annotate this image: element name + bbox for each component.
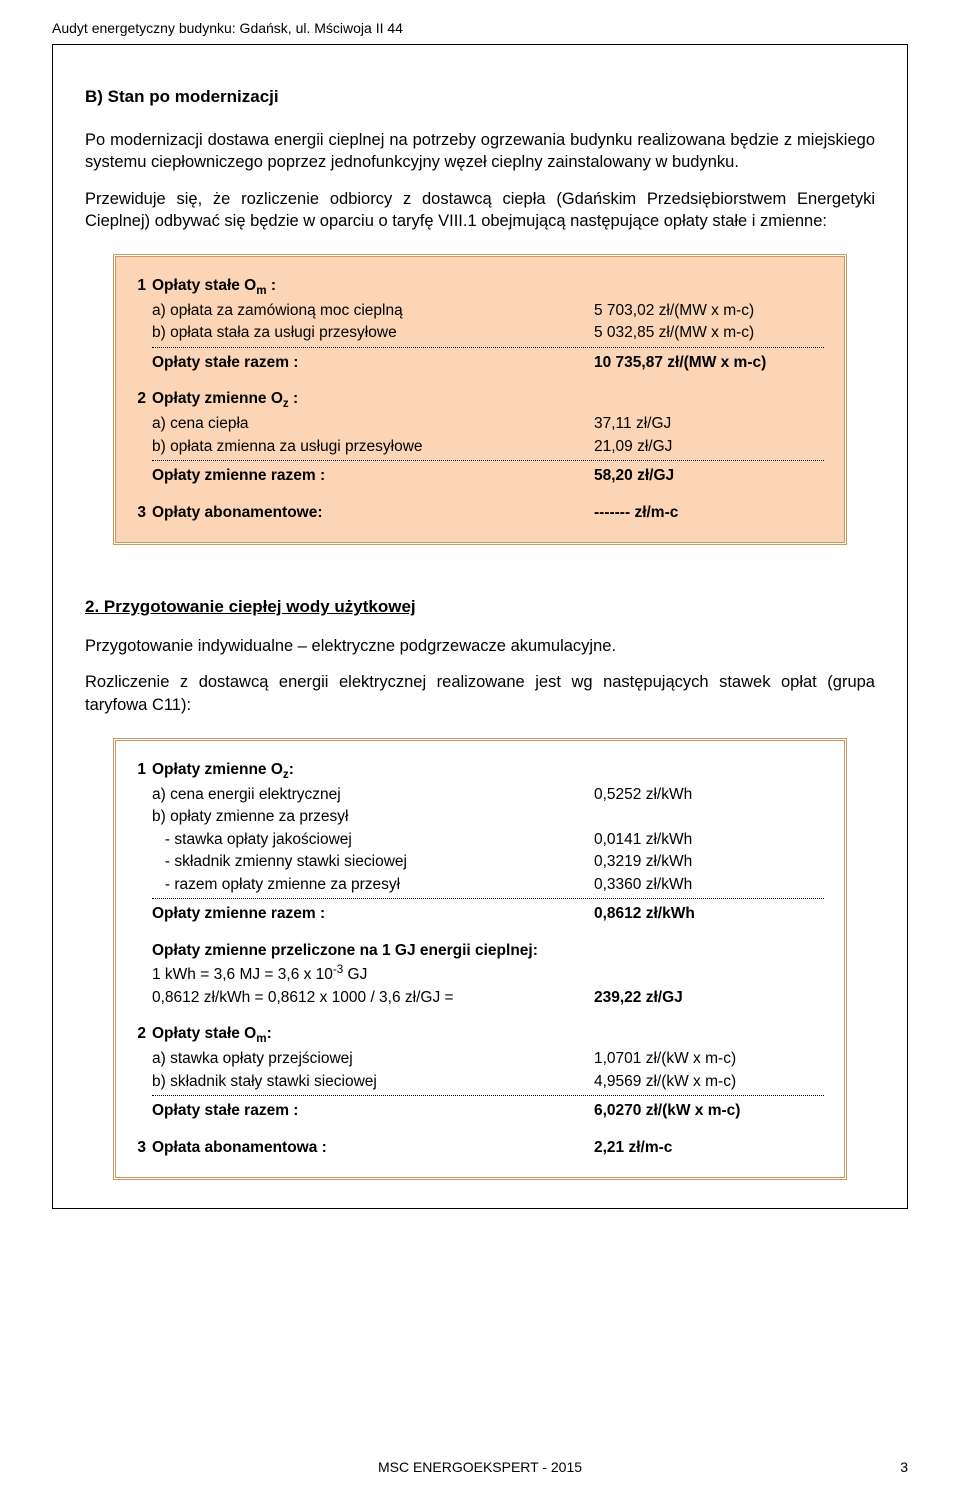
fee-group-3: 3 Opłaty abonamentowe: ------- zł/m-c: [124, 502, 824, 524]
title-text: Opłaty zmienne O: [152, 390, 283, 407]
divider: [152, 460, 824, 461]
fee-value: 5 703,02 zł/(MW x m-c): [594, 300, 824, 322]
tariff-box-heating: 1 Opłaty stałe Om : a) opłata za zamówio…: [113, 254, 847, 545]
fee-group-2: 2 Opłaty zmienne Oz : a) cena ciepła 37,…: [124, 388, 824, 487]
title-text: Opłaty zmienne O: [152, 761, 283, 778]
fee-label: a) opłata za zamówioną moc cieplną: [152, 300, 594, 322]
fee-sublabel: - stawka opłaty jakościowej: [152, 829, 594, 851]
fee-sublabel: - razem opłaty zmienne za przesył: [152, 874, 594, 896]
group-number: 2: [124, 388, 152, 487]
fee-sublabel: - składnik zmienny stawki sieciowej: [152, 851, 594, 873]
section-2-paragraph-1: Przygotowanie indywidualne – elektryczne…: [85, 635, 875, 657]
page-number: 3: [900, 1459, 908, 1475]
page-header: Audyt energetyczny budynku: Gdańsk, ul. …: [52, 20, 908, 36]
fee-value: 0,0141 zł/kWh: [594, 829, 824, 851]
fee-label: Opłaty abonamentowe:: [152, 502, 594, 524]
conversion-result: 239,22 zł/GJ: [594, 987, 824, 1009]
tariff-box-electric: 1 Opłaty zmienne Oz: a) cena energii ele…: [113, 738, 847, 1180]
group-number: 2: [124, 1023, 152, 1122]
fee-group-1: 1 Opłaty stałe Om : a) opłata za zamówio…: [124, 275, 824, 374]
fee-value: 0,3360 zł/kWh: [594, 874, 824, 896]
sum-label: Opłaty zmienne razem :: [152, 903, 594, 925]
section-2-title: 2. Przygotowanie ciepłej wody użytkowej: [85, 597, 875, 617]
divider: [152, 347, 824, 348]
document-page: Audyt energetyczny budynku: Gdańsk, ul. …: [0, 0, 960, 1489]
fee-label: a) cena ciepła: [152, 413, 594, 435]
fee-value: 2,21 zł/m-c: [594, 1137, 824, 1159]
group-title: Opłaty zmienne Oz:: [152, 759, 824, 784]
sum-label: Opłaty stałe razem :: [152, 352, 594, 374]
group-title: Opłaty stałe Om:: [152, 1023, 824, 1048]
title-suffix: :: [267, 277, 276, 294]
fee-label: b) opłata zmienna za usługi przesyłowe: [152, 436, 594, 458]
section-b-paragraph-1: Po modernizacji dostawa energii cieplnej…: [85, 129, 875, 174]
group-title: Opłaty zmienne Oz :: [152, 388, 824, 413]
group-number: 3: [124, 502, 152, 524]
fee-label: b) opłata stała za usługi przesyłowe: [152, 322, 594, 344]
fee-label: a) stawka opłaty przejściowej: [152, 1048, 594, 1070]
fee-label: b) opłaty zmienne za przesył: [152, 806, 594, 828]
fee-label: a) cena energii elektrycznej: [152, 784, 594, 806]
conversion-line: 1 kWh = 3,6 MJ = 3,6 x 10-3 GJ: [152, 962, 824, 987]
fee-value: 0,3219 zł/kWh: [594, 851, 824, 873]
content-frame: B) Stan po modernizacji Po modernizacji …: [52, 44, 908, 1209]
fee-value: 0,5252 zł/kWh: [594, 784, 824, 806]
fee-group-3: 3 Opłata abonamentowa : 2,21 zł/m-c: [124, 1137, 824, 1159]
footer-center: MSC ENERGOEKSPERT - 2015: [378, 1459, 582, 1475]
section-b-paragraph-2: Przewiduje się, że rozliczenie odbiorcy …: [85, 188, 875, 233]
fee-group-2: 2 Opłaty stałe Om: a) stawka opłaty prze…: [124, 1023, 824, 1122]
fee-value: 21,09 zł/GJ: [594, 436, 824, 458]
title-suffix: :: [267, 1025, 272, 1042]
conversion-unit: GJ: [343, 966, 367, 983]
fee-value: 37,11 zł/GJ: [594, 413, 824, 435]
group-number: 1: [124, 759, 152, 1009]
conversion-exponent: -3: [333, 963, 343, 976]
divider: [152, 898, 824, 899]
title-text: Opłaty stałe O: [152, 277, 256, 294]
conversion-text: 1 kWh = 3,6 MJ = 3,6 x 10: [152, 966, 333, 983]
group-number: 1: [124, 275, 152, 374]
sum-value: 10 735,87 zł/(MW x m-c): [594, 352, 824, 374]
title-text: Opłaty stałe O: [152, 1025, 256, 1042]
group-number: 3: [124, 1137, 152, 1159]
title-suffix: :: [289, 390, 298, 407]
fee-label: Opłata abonamentowa :: [152, 1137, 594, 1159]
fee-value: ------- zł/m-c: [594, 502, 824, 524]
title-subscript: m: [256, 1032, 266, 1045]
fee-value: 4,9569 zł/(kW x m-c): [594, 1071, 824, 1093]
title-subscript: m: [256, 284, 266, 297]
conversion-formula: 0,8612 zł/kWh = 0,8612 x 1000 / 3,6 zł/G…: [152, 987, 594, 1009]
group-title: Opłaty stałe Om :: [152, 275, 824, 300]
divider: [152, 1095, 824, 1096]
fee-group-1: 1 Opłaty zmienne Oz: a) cena energii ele…: [124, 759, 824, 1009]
sum-label: Opłaty stałe razem :: [152, 1100, 594, 1122]
page-footer: MSC ENERGOEKSPERT - 2015 3: [52, 1459, 908, 1475]
title-suffix: :: [289, 761, 294, 778]
sum-value: 0,8612 zł/kWh: [594, 903, 824, 925]
sum-value: 6,0270 zł/(kW x m-c): [594, 1100, 824, 1122]
sum-label: Opłaty zmienne razem :: [152, 465, 594, 487]
fee-value: 1,0701 zł/(kW x m-c): [594, 1048, 824, 1070]
fee-value: 5 032,85 zł/(MW x m-c): [594, 322, 824, 344]
fee-label: b) składnik stały stawki sieciowej: [152, 1071, 594, 1093]
section-b-title: B) Stan po modernizacji: [85, 87, 875, 107]
section-2-paragraph-2: Rozliczenie z dostawcą energii elektrycz…: [85, 671, 875, 716]
conversion-title: Opłaty zmienne przeliczone na 1 GJ energ…: [152, 940, 824, 962]
sum-value: 58,20 zł/GJ: [594, 465, 824, 487]
